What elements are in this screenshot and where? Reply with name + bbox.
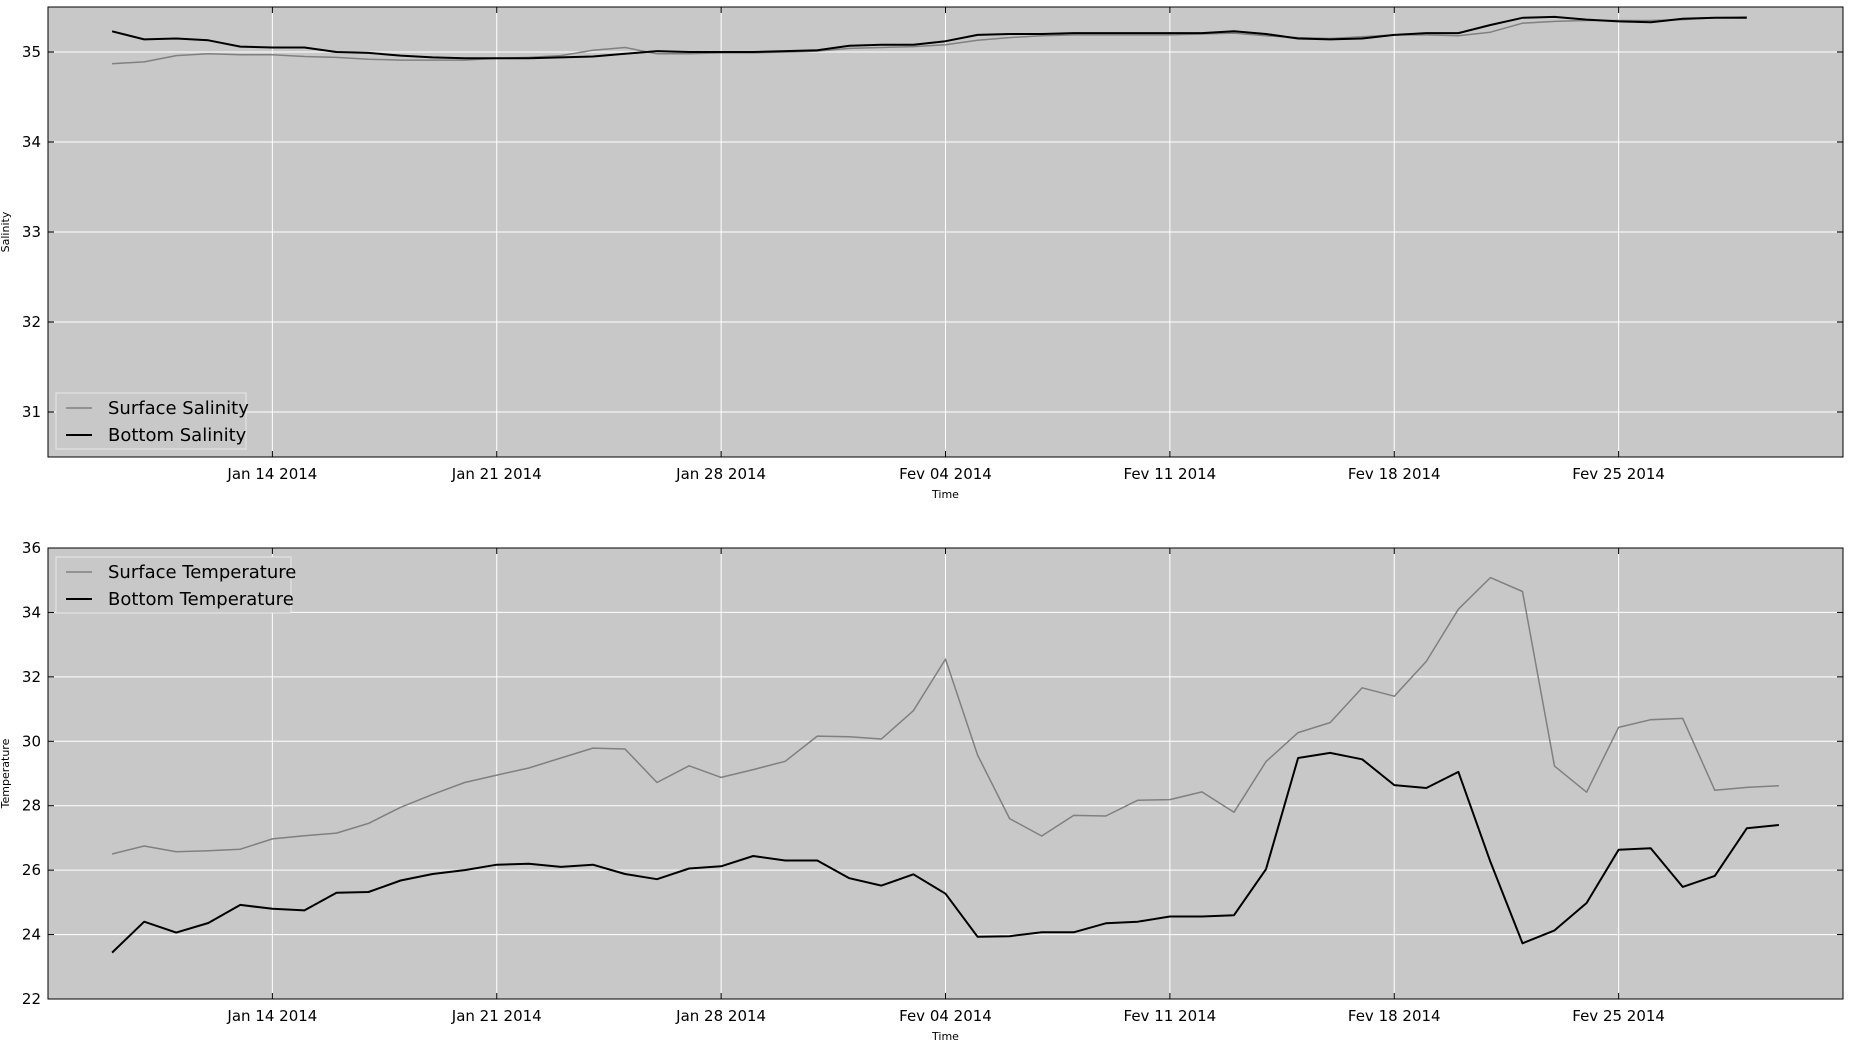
salinity-x-tick-label: Fev 04 2014 — [899, 465, 992, 483]
temperature-y-tick-label: 34 — [22, 603, 41, 621]
salinity-legend-box — [55, 392, 247, 450]
temperature-y-tick-label: 36 — [22, 539, 41, 557]
temperature-y-tick-label: 26 — [22, 861, 41, 879]
salinity-legend-label: Bottom Salinity — [108, 425, 247, 446]
temperature-x-tick-label: Jan 14 2014 — [226, 1007, 317, 1025]
temperature-x-tick-label: Fev 11 2014 — [1124, 1007, 1217, 1025]
temperature-y-tick-label: 30 — [22, 732, 41, 750]
temperature-y-tick-label: 32 — [22, 668, 41, 686]
salinity-legend-label: Surface Salinity — [108, 398, 249, 419]
temperature-legend-label: Surface Temperature — [108, 562, 296, 583]
salinity-x-tick-label: Jan 28 2014 — [675, 465, 766, 483]
salinity-series-surface-line — [112, 16, 1747, 65]
temperature-series-surface-line — [111, 576, 1779, 855]
temperature-y-axis-label: Temperature — [0, 738, 12, 809]
salinity-x-tick-label: Fev 25 2014 — [1572, 465, 1665, 483]
temperature-legend-box — [55, 556, 292, 614]
salinity-y-tick-label: 34 — [22, 133, 41, 151]
temperature-x-tick-label: Jan 28 2014 — [675, 1007, 766, 1025]
salinity-legend: Surface Salinity Bottom Salinity — [55, 392, 249, 450]
temperature-y-tick-label: 22 — [22, 990, 41, 1008]
temperature-x-tick-label: Fev 18 2014 — [1348, 1007, 1441, 1025]
salinity-chart: Jan 14 2014 Jan 21 2014 Jan 28 2014 Fev 04 … — [0, 6, 1844, 501]
salinity-x-axis-label: Time — [931, 488, 959, 501]
temperature-y-tick-label: 28 — [22, 797, 41, 815]
salinity-y-tick-label: 33 — [22, 223, 41, 241]
temperature-legend-label: Bottom Temperature — [108, 589, 294, 610]
salinity-y-axis-label: Salinity — [0, 211, 12, 252]
temperature-x-axis-label: Time — [931, 1030, 959, 1040]
salinity-x-tick-label: Jan 14 2014 — [226, 465, 317, 483]
temperature-y-tick-label: 24 — [22, 926, 41, 944]
salinity-series-bottom-line — [111, 15, 1747, 60]
salinity-x-tick-label: Fev 18 2014 — [1348, 465, 1441, 483]
salinity-x-tick-label: Fev 11 2014 — [1124, 465, 1217, 483]
salinity-y-tick-label: 31 — [22, 403, 41, 421]
temperature-chart: Jan 14 2014 Jan 21 2014 Jan 28 2014 Fev 04 … — [0, 539, 1844, 1043]
temperature-x-tick-label: Fev 04 2014 — [899, 1007, 992, 1025]
salinity-x-tick-label: Jan 21 2014 — [451, 465, 542, 483]
temperature-x-tick-label: Jan 21 2014 — [451, 1007, 542, 1025]
temperature-legend: Surface Temperature Bottom Temperature — [55, 556, 296, 614]
temperature-x-tick-label: Fev 25 2014 — [1572, 1007, 1665, 1025]
salinity-y-tick-label: 32 — [22, 313, 41, 331]
salinity-y-tick-label: 35 — [22, 43, 41, 61]
temperature-series-bottom-line — [111, 751, 1780, 954]
